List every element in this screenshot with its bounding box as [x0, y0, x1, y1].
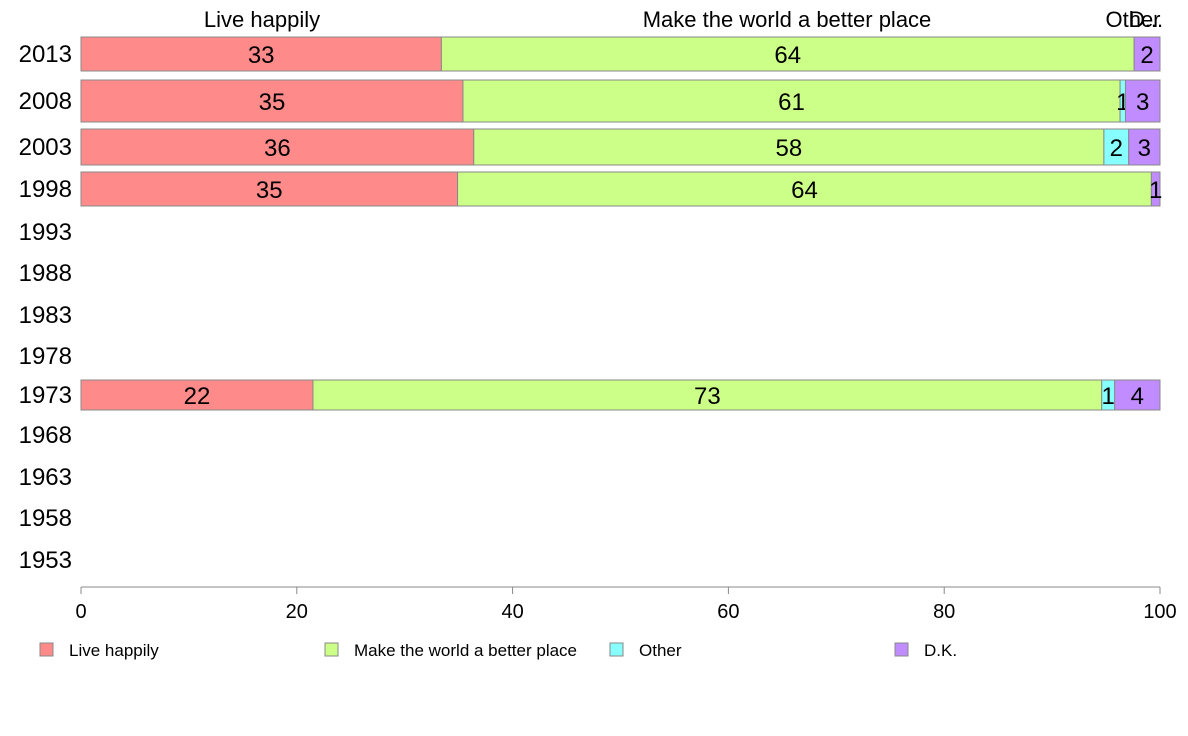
x-tick-label-100: 100	[1143, 601, 1176, 623]
bar-2008-1	[462, 79, 1121, 123]
legend-label-3: D.K.	[924, 641, 957, 660]
x-tick-label-80: 80	[933, 601, 955, 623]
y-label-1983: 1983	[19, 302, 72, 329]
bar-label-1973-2: 1	[1102, 383, 1115, 410]
bar-1973-3	[1114, 379, 1161, 411]
bar-2003-1	[473, 128, 1105, 166]
legend-label-1: Make the world a better place	[354, 641, 577, 660]
top-label-live-happily: Live happily	[204, 7, 320, 32]
bar-label-1998-3: 1	[1149, 177, 1162, 204]
bar-label-2013-3: 2	[1140, 42, 1153, 69]
x-tick-label-20: 20	[286, 601, 308, 623]
y-label-1968: 1968	[19, 422, 72, 449]
bar-label-2008-0: 35	[259, 89, 286, 116]
x-tick-label-0: 0	[75, 601, 86, 623]
bar-2008-0	[80, 79, 464, 123]
bar-label-1973-3: 4	[1131, 383, 1144, 410]
y-label-1978: 1978	[19, 343, 72, 370]
bar-label-2008-1: 61	[778, 89, 805, 116]
legend: Live happily Make the world a better plac…	[39, 641, 957, 660]
bar-2013-1	[440, 36, 1135, 72]
top-label-dk: D...	[1129, 7, 1163, 32]
y-label-1963: 1963	[19, 464, 72, 491]
bar-2008-3	[1124, 79, 1161, 123]
legend-swatch-0	[39, 642, 54, 657]
y-label-1988: 1988	[19, 260, 72, 287]
legend-label-2: Other	[639, 641, 682, 660]
y-label-1998: 1998	[19, 176, 72, 203]
x-tick-label-40: 40	[501, 601, 523, 623]
legend-swatch-2	[609, 642, 624, 657]
bar-1998-3	[1150, 171, 1161, 207]
y-axis-labels: 2013 2008 2003 1998 1993 1988 1983 1978 1973 1968…	[19, 41, 72, 574]
legend-swatch-1	[324, 642, 339, 657]
bar-2003-2	[1103, 128, 1130, 166]
x-axis: 0 20 40 60 80 100	[75, 586, 1177, 623]
bar-1973-0	[80, 379, 314, 411]
bar-label-1973-0: 22	[184, 383, 211, 410]
bar-label-2013-0: 33	[248, 42, 275, 69]
y-label-1993: 1993	[19, 219, 72, 246]
legend-label-0: Live happily	[69, 641, 159, 660]
bar-2003-3	[1128, 128, 1161, 166]
y-label-1973: 1973	[19, 382, 72, 409]
bar-2003-0	[80, 128, 475, 166]
bar-label-2003-0: 36	[264, 135, 291, 162]
bar-label-1998-1: 64	[791, 177, 818, 204]
bar-label-2003-2: 2	[1110, 135, 1123, 162]
bars: 33 64 235 61 1 336 58 2 335 64 122 73 1 4	[80, 36, 1162, 411]
x-tick-label-60: 60	[717, 601, 739, 623]
legend-swatch-3	[894, 642, 909, 657]
bar-label-1998-0: 35	[256, 177, 283, 204]
bar-1998-0	[80, 171, 459, 207]
y-label-1958: 1958	[19, 505, 72, 532]
bar-2013-3	[1133, 36, 1161, 72]
bar-1973-1	[312, 379, 1103, 411]
top-labels: Live happily Make the world a better plac…	[204, 7, 1163, 32]
bar-label-2003-3: 3	[1138, 135, 1151, 162]
y-label-2013: 2013	[19, 41, 72, 68]
bar-label-2013-1: 64	[774, 42, 801, 69]
bar-label-2003-1: 58	[775, 135, 802, 162]
y-label-2008: 2008	[19, 88, 72, 115]
bar-label-1973-1: 73	[694, 383, 721, 410]
y-label-1953: 1953	[19, 547, 72, 574]
bar-label-2008-3: 3	[1136, 89, 1149, 116]
bar-1998-1	[457, 171, 1152, 207]
y-label-2003: 2003	[19, 134, 72, 161]
top-label-other: Other	[1105, 7, 1160, 32]
bar-2013-0	[80, 36, 442, 72]
top-label-make-world-better: Make the world a better place	[643, 7, 932, 32]
